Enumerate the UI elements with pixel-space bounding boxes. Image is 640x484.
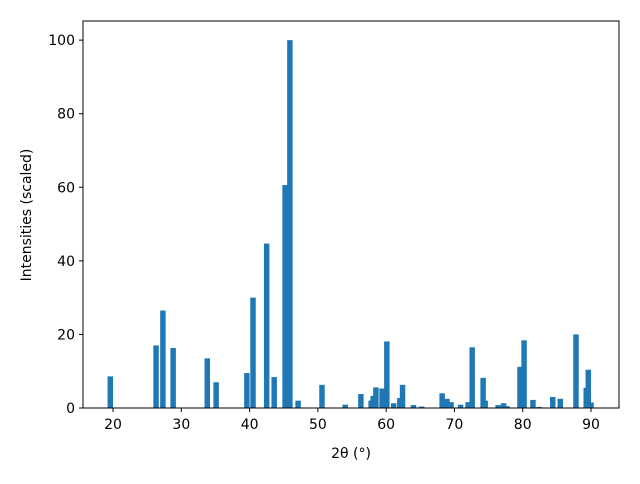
bar	[588, 402, 594, 408]
bar	[504, 406, 510, 408]
bar	[399, 384, 406, 408]
y-tick-label: 20	[57, 327, 75, 343]
bar	[536, 406, 542, 408]
y-tick-label: 80	[57, 107, 75, 123]
bar	[160, 310, 166, 408]
bar	[410, 405, 417, 408]
bar	[550, 396, 556, 408]
x-tick-label: 50	[309, 417, 327, 433]
bar	[500, 403, 507, 408]
bar	[244, 373, 250, 408]
bar	[107, 376, 114, 408]
bar	[319, 384, 325, 408]
bar	[295, 400, 301, 408]
x-tick-label: 90	[582, 417, 600, 433]
bar	[439, 393, 445, 408]
bar	[250, 297, 256, 408]
bar	[263, 243, 270, 408]
bar	[373, 387, 379, 408]
y-tick-label: 60	[57, 180, 75, 196]
bar	[521, 340, 527, 408]
bar	[390, 403, 397, 408]
y-tick-label: 40	[57, 254, 75, 270]
bar	[379, 388, 385, 408]
bar	[557, 398, 564, 408]
bar	[418, 406, 425, 408]
bar	[465, 402, 471, 408]
bar	[384, 341, 390, 408]
bar	[204, 358, 211, 408]
x-tick-label: 80	[514, 417, 532, 433]
bar	[282, 185, 288, 408]
x-axis-label: 2θ (°)	[331, 446, 371, 462]
x-tick-label: 40	[241, 417, 259, 433]
bar	[469, 347, 475, 408]
y-axis-label: Intensities (scaled)	[19, 149, 35, 282]
x-tick-label: 30	[172, 417, 190, 433]
bar	[444, 398, 450, 408]
bar	[530, 399, 536, 408]
bar	[585, 369, 592, 408]
bar	[448, 402, 454, 408]
x-tick-label: 70	[446, 417, 464, 433]
y-tick-label: 100	[48, 33, 75, 49]
bar	[271, 377, 277, 408]
plot-frame	[82, 20, 620, 409]
bar	[170, 348, 176, 408]
bar	[480, 377, 486, 408]
x-tick-label: 60	[377, 417, 395, 433]
y-tick-label: 0	[66, 401, 75, 417]
bar	[287, 40, 293, 409]
bar	[482, 400, 488, 408]
bar	[517, 366, 523, 408]
bar	[358, 394, 364, 408]
bar	[457, 404, 464, 408]
bar	[153, 345, 159, 408]
x-tick-label: 20	[104, 417, 122, 433]
bar	[495, 405, 501, 408]
bar	[342, 404, 348, 408]
bar	[573, 334, 579, 408]
bar	[213, 382, 219, 408]
